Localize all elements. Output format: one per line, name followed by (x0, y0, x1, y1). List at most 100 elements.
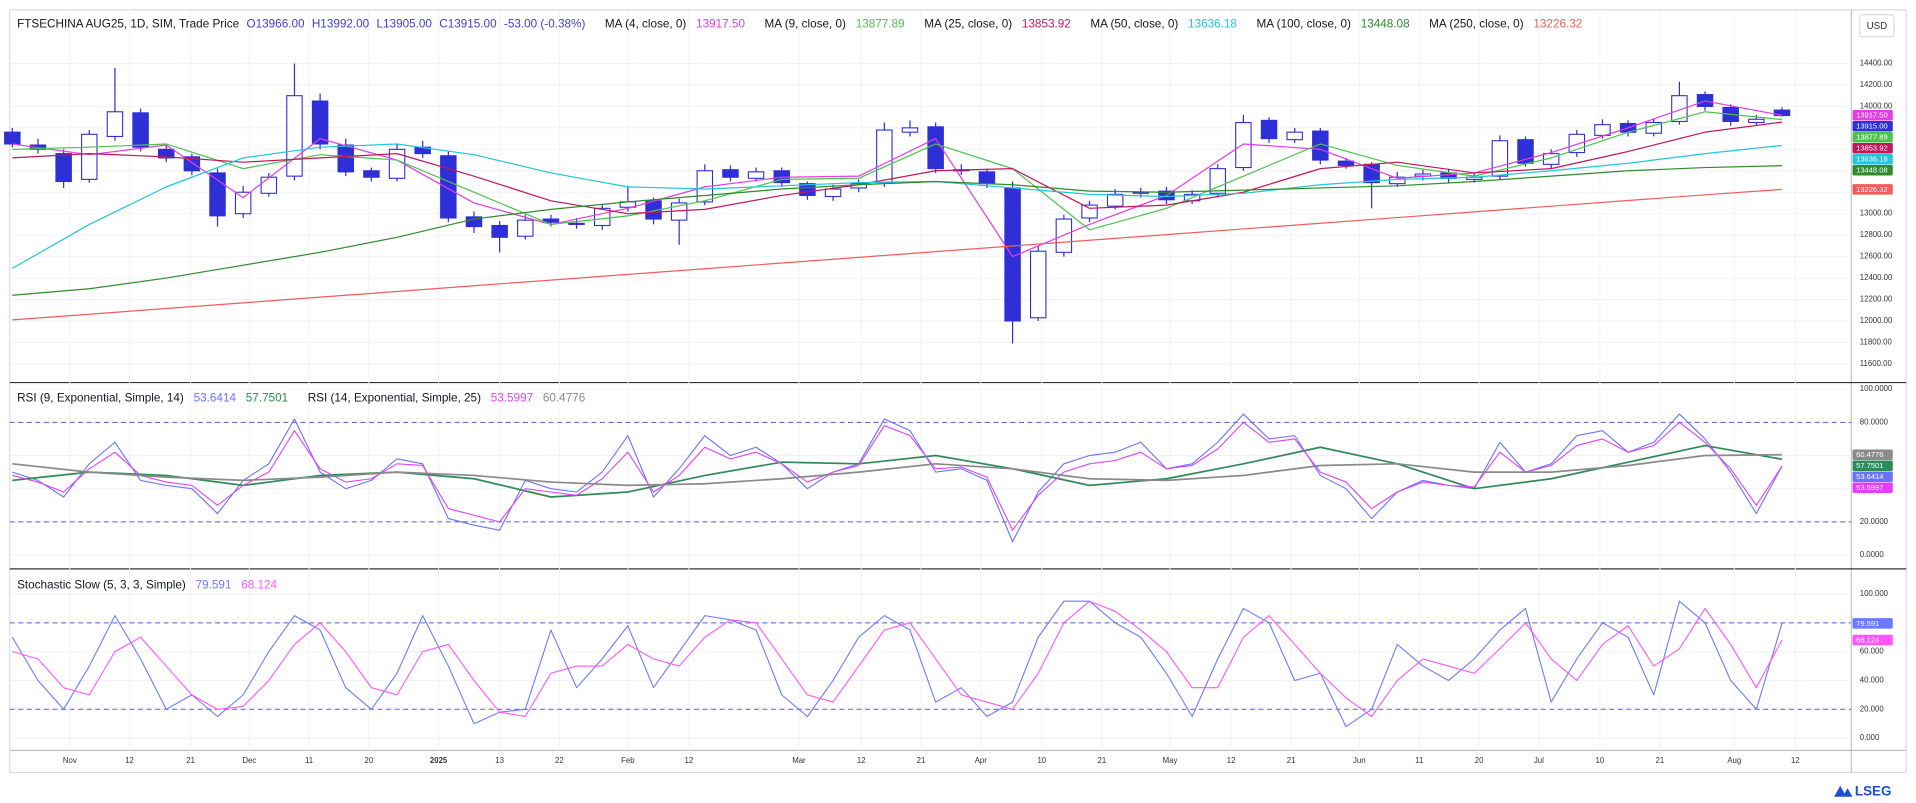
candle-body (337, 144, 354, 173)
header-item: MA (100, close, 0) (1256, 18, 1351, 31)
value-badge (1852, 482, 1893, 493)
candle-body (209, 172, 226, 217)
y-tick-label: 20.0000 (1860, 517, 1889, 526)
header-item: 60.4776 (543, 392, 585, 405)
x-tick-label: Feb (621, 756, 635, 765)
indicator-line (12, 453, 1782, 487)
value-badge-label: 68.124 (1856, 635, 1879, 644)
y-tick-label: 11800.00 (1860, 337, 1893, 346)
x-tick-label: Apr (975, 756, 988, 765)
header-item: H13992.00 (312, 18, 370, 31)
header-item: C13915.00 (439, 18, 497, 31)
y-tick-label: 12000.00 (1860, 316, 1893, 325)
candle-body (1209, 168, 1226, 194)
value-badge (1852, 184, 1893, 195)
header-item: MA (250, close, 0) (1429, 18, 1524, 31)
frame (9, 9, 1907, 773)
header-item: MA (50, close, 0) (1090, 18, 1178, 31)
x-tick-label: 10 (1037, 756, 1046, 765)
lseg-logo: LSEG (1834, 783, 1891, 798)
header-item: L13905.00 (377, 18, 433, 31)
x-tick-label: 12 (857, 756, 866, 765)
value-badge (1852, 471, 1893, 482)
panel-header: RSI (9, Exponential, Simple, 14) 53.6414 5… (17, 392, 585, 405)
value-badge-label: 13636.18 (1856, 155, 1888, 164)
candle-body (465, 216, 483, 228)
x-tick-label: Dec (242, 756, 256, 765)
candle-body (1235, 121, 1252, 169)
header-item: 13853.92 (1022, 18, 1071, 31)
value-badge-label: 13915.00 (1856, 122, 1888, 131)
value-badge-label: 13917.50 (1856, 111, 1888, 120)
value-badge-label: 60.4776 (1856, 450, 1883, 459)
candle-body (568, 222, 585, 225)
candle-body (286, 95, 303, 177)
y-tick-label: 14400.00 (1860, 59, 1893, 68)
x-tick-label: Jul (1534, 756, 1544, 765)
value-badge (1852, 110, 1893, 121)
candle-body (311, 100, 329, 145)
value-badge (1852, 121, 1893, 132)
x-tick-label: Aug (1727, 756, 1741, 765)
y-tick-label: 14200.00 (1860, 80, 1893, 89)
y-tick-label: 20.000 (1860, 704, 1885, 713)
value-badge-label: 53.6414 (1856, 472, 1883, 481)
header-item: -53.00 (-0.38%) (504, 18, 586, 31)
value-badge-label: 57.7501 (1856, 461, 1883, 470)
panel-header: FTSECHINA AUG25, 1D, SIM, Trade Price O13… (17, 18, 1582, 31)
candle-body (1542, 153, 1560, 165)
candle-body (901, 127, 919, 133)
candle-body (157, 148, 175, 159)
panel-header: Stochastic Slow (5, 3, 3, Simple) 79.591 6… (17, 578, 277, 591)
indicator-line (12, 421, 1783, 531)
value-badge (1852, 460, 1893, 471)
candle-body (1337, 160, 1355, 166)
x-tick-label: 12 (1791, 756, 1800, 765)
candle-body (260, 176, 278, 194)
y-tick-label: 80.0000 (1860, 417, 1889, 426)
x-tick-label: 21 (917, 756, 926, 765)
y-tick-label: 12800.00 (1860, 230, 1893, 239)
value-badge-label: 13853.92 (1856, 144, 1888, 153)
indicator-line (12, 600, 1783, 718)
x-tick-label: 12 (685, 756, 694, 765)
x-tick-label: 13 (495, 756, 504, 765)
header-item: 13636.18 (1188, 18, 1237, 31)
candle-body (722, 169, 739, 178)
x-tick-label: 21 (186, 756, 195, 765)
value-badge-label: 13877.89 (1856, 133, 1888, 142)
candle-body (876, 129, 893, 184)
indicator-line (11, 600, 1783, 728)
header-item: MA (25, close, 0) (924, 18, 1012, 31)
y-tick-label: 100.0000 (1860, 384, 1893, 393)
candle-body (106, 111, 124, 138)
header-item: 13917.50 (696, 18, 745, 31)
header-item: 53.6414 (194, 392, 237, 405)
value-badge (1852, 634, 1893, 646)
x-tick-label: 21 (1097, 756, 1106, 765)
indicator-line (12, 111, 1783, 231)
candle-body (1594, 124, 1611, 136)
currency-label: USD (1867, 21, 1888, 32)
x-tick-label: 11 (305, 756, 313, 765)
y-tick-label: 0.0000 (1860, 550, 1885, 559)
value-badge-label: 79.591 (1856, 619, 1879, 628)
candle-body (517, 219, 534, 237)
header-item: 57.7501 (246, 392, 288, 405)
x-tick-label: 21 (1656, 756, 1665, 765)
value-badge-label: 13448.08 (1856, 166, 1888, 175)
candle-body (132, 112, 149, 148)
x-tick-label: May (1163, 756, 1178, 765)
value-badge (1852, 143, 1893, 154)
value-badge (1852, 154, 1893, 165)
x-tick-label: 12 (1227, 756, 1236, 765)
candle-body (1748, 118, 1765, 124)
brand: LSEG (1855, 783, 1892, 798)
header-item: 79.591 (196, 578, 232, 591)
x-tick-label: 2025 (430, 756, 448, 765)
y-tick-label: 12200.00 (1860, 295, 1893, 304)
y-tick-label: 40.000 (1860, 676, 1885, 685)
indicator-line (12, 165, 1783, 296)
y-tick-label: 14000.00 (1860, 101, 1893, 110)
x-tick-label: 10 (1596, 756, 1605, 765)
